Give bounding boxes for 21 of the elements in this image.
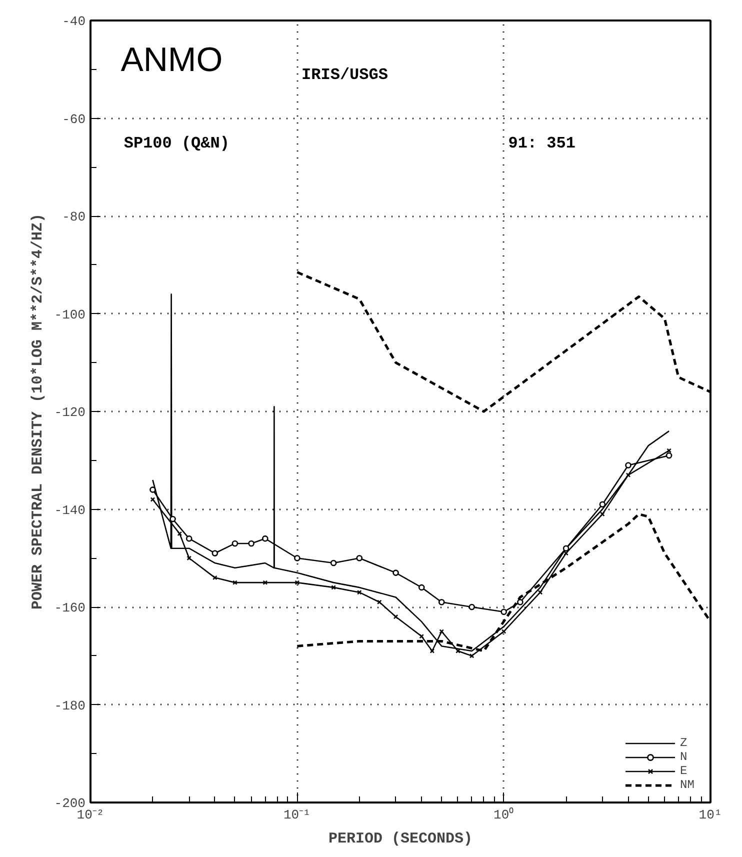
annotation: IRIS/USGS [302, 66, 388, 84]
y-tick-label: -160 [54, 600, 86, 616]
x-tick-label: 10¹ [698, 808, 722, 822]
annotation: 91: 351 [508, 134, 576, 152]
annotation: SP100 (Q&N) [124, 134, 230, 152]
y-tick-label: -80 [62, 210, 86, 224]
legend-label: E [680, 764, 688, 778]
legend-label: NM [680, 778, 696, 792]
y-axis-title: POWER SPECTRAL DENSITY (10*LOG M**2/S**4/HZ) [29, 213, 46, 610]
legend-label: N [680, 750, 688, 764]
y-tick-label: -60 [62, 112, 86, 127]
x-tick-label: 10⁰ [494, 806, 514, 822]
y-tick-label: -120 [54, 405, 86, 420]
legend-label: Z [680, 736, 688, 750]
text: ANMO [120, 41, 223, 80]
y-tick-label: -40 [62, 14, 86, 29]
y-tick-label: -180 [54, 698, 86, 714]
x-axis-title: PERIOD (SECONDS) [328, 830, 473, 848]
y-tick-label: -100 [54, 307, 86, 322]
x-tick-label: 10⁻¹ [283, 808, 311, 822]
y-tick-label: -140 [54, 502, 86, 518]
